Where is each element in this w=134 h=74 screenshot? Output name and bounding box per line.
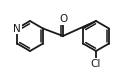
Text: N: N [13,24,21,34]
Text: O: O [59,14,67,24]
Text: Cl: Cl [91,59,101,69]
